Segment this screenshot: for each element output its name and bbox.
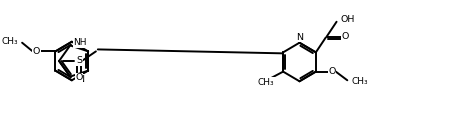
Text: CH₃: CH₃ [257, 78, 274, 87]
Text: O: O [33, 47, 40, 56]
Text: O: O [328, 67, 335, 76]
Text: OH: OH [340, 15, 355, 24]
Text: NH: NH [73, 38, 87, 47]
Text: N: N [77, 75, 84, 84]
Text: N: N [296, 33, 303, 42]
Text: CH₃: CH₃ [351, 77, 368, 86]
Text: O: O [342, 32, 349, 41]
Text: S: S [76, 56, 82, 66]
Text: O: O [75, 73, 83, 82]
Text: CH₃: CH₃ [1, 37, 18, 46]
